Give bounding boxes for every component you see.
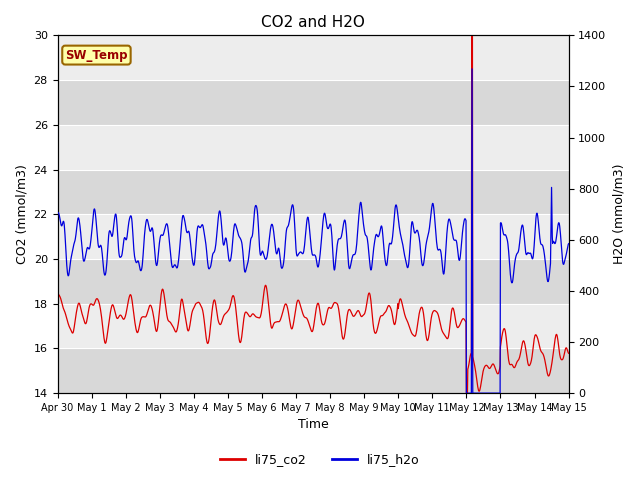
Title: CO2 and H2O: CO2 and H2O bbox=[261, 15, 365, 30]
Y-axis label: CO2 (mmol/m3): CO2 (mmol/m3) bbox=[15, 164, 28, 264]
X-axis label: Time: Time bbox=[298, 419, 328, 432]
Text: SW_Temp: SW_Temp bbox=[65, 48, 128, 61]
Bar bbox=[58, 125, 568, 169]
Bar bbox=[58, 36, 568, 80]
Y-axis label: H2O (mmol/m3): H2O (mmol/m3) bbox=[612, 164, 625, 264]
Bar bbox=[58, 214, 568, 259]
Bar bbox=[58, 304, 568, 348]
Legend: li75_co2, li75_h2o: li75_co2, li75_h2o bbox=[215, 448, 425, 471]
